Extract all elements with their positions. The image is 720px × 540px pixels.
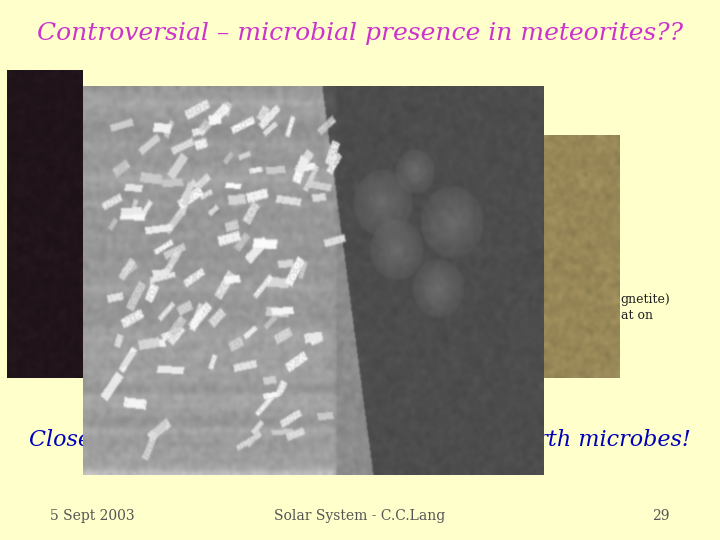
Text: cracks: cracks bbox=[7, 326, 49, 339]
Text: at on: at on bbox=[621, 309, 652, 322]
Text: Globu: Globu bbox=[7, 293, 45, 306]
Text: Solar System - C.C.Lang: Solar System - C.C.Lang bbox=[274, 509, 446, 523]
Text: gnetite): gnetite) bbox=[621, 293, 670, 306]
Text: 29: 29 bbox=[652, 509, 670, 523]
Text: yellow: yellow bbox=[7, 309, 48, 322]
Text: 5 Sept 2003: 5 Sept 2003 bbox=[50, 509, 135, 523]
Text: Close up views reveal structure similar to Earth microbes!: Close up views reveal structure similar … bbox=[29, 429, 691, 451]
Text: Controversial – microbial presence in meteorites??: Controversial – microbial presence in me… bbox=[37, 22, 683, 45]
